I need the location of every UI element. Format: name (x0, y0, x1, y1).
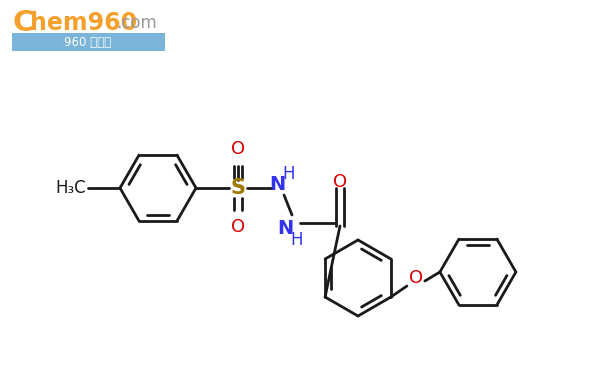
FancyBboxPatch shape (12, 33, 165, 51)
Text: O: O (409, 269, 423, 287)
Text: O: O (231, 218, 245, 236)
Text: N: N (277, 219, 293, 237)
Text: H: H (283, 165, 295, 183)
Text: hem960: hem960 (30, 11, 137, 35)
Text: O: O (231, 140, 245, 158)
Text: 960 化工网: 960 化工网 (65, 36, 111, 48)
Text: C: C (13, 9, 34, 37)
Text: .com: .com (116, 14, 157, 32)
Text: S: S (231, 178, 246, 198)
Text: N: N (269, 176, 285, 195)
Text: H₃C: H₃C (56, 179, 86, 197)
Text: H: H (291, 231, 303, 249)
Text: O: O (333, 173, 347, 191)
